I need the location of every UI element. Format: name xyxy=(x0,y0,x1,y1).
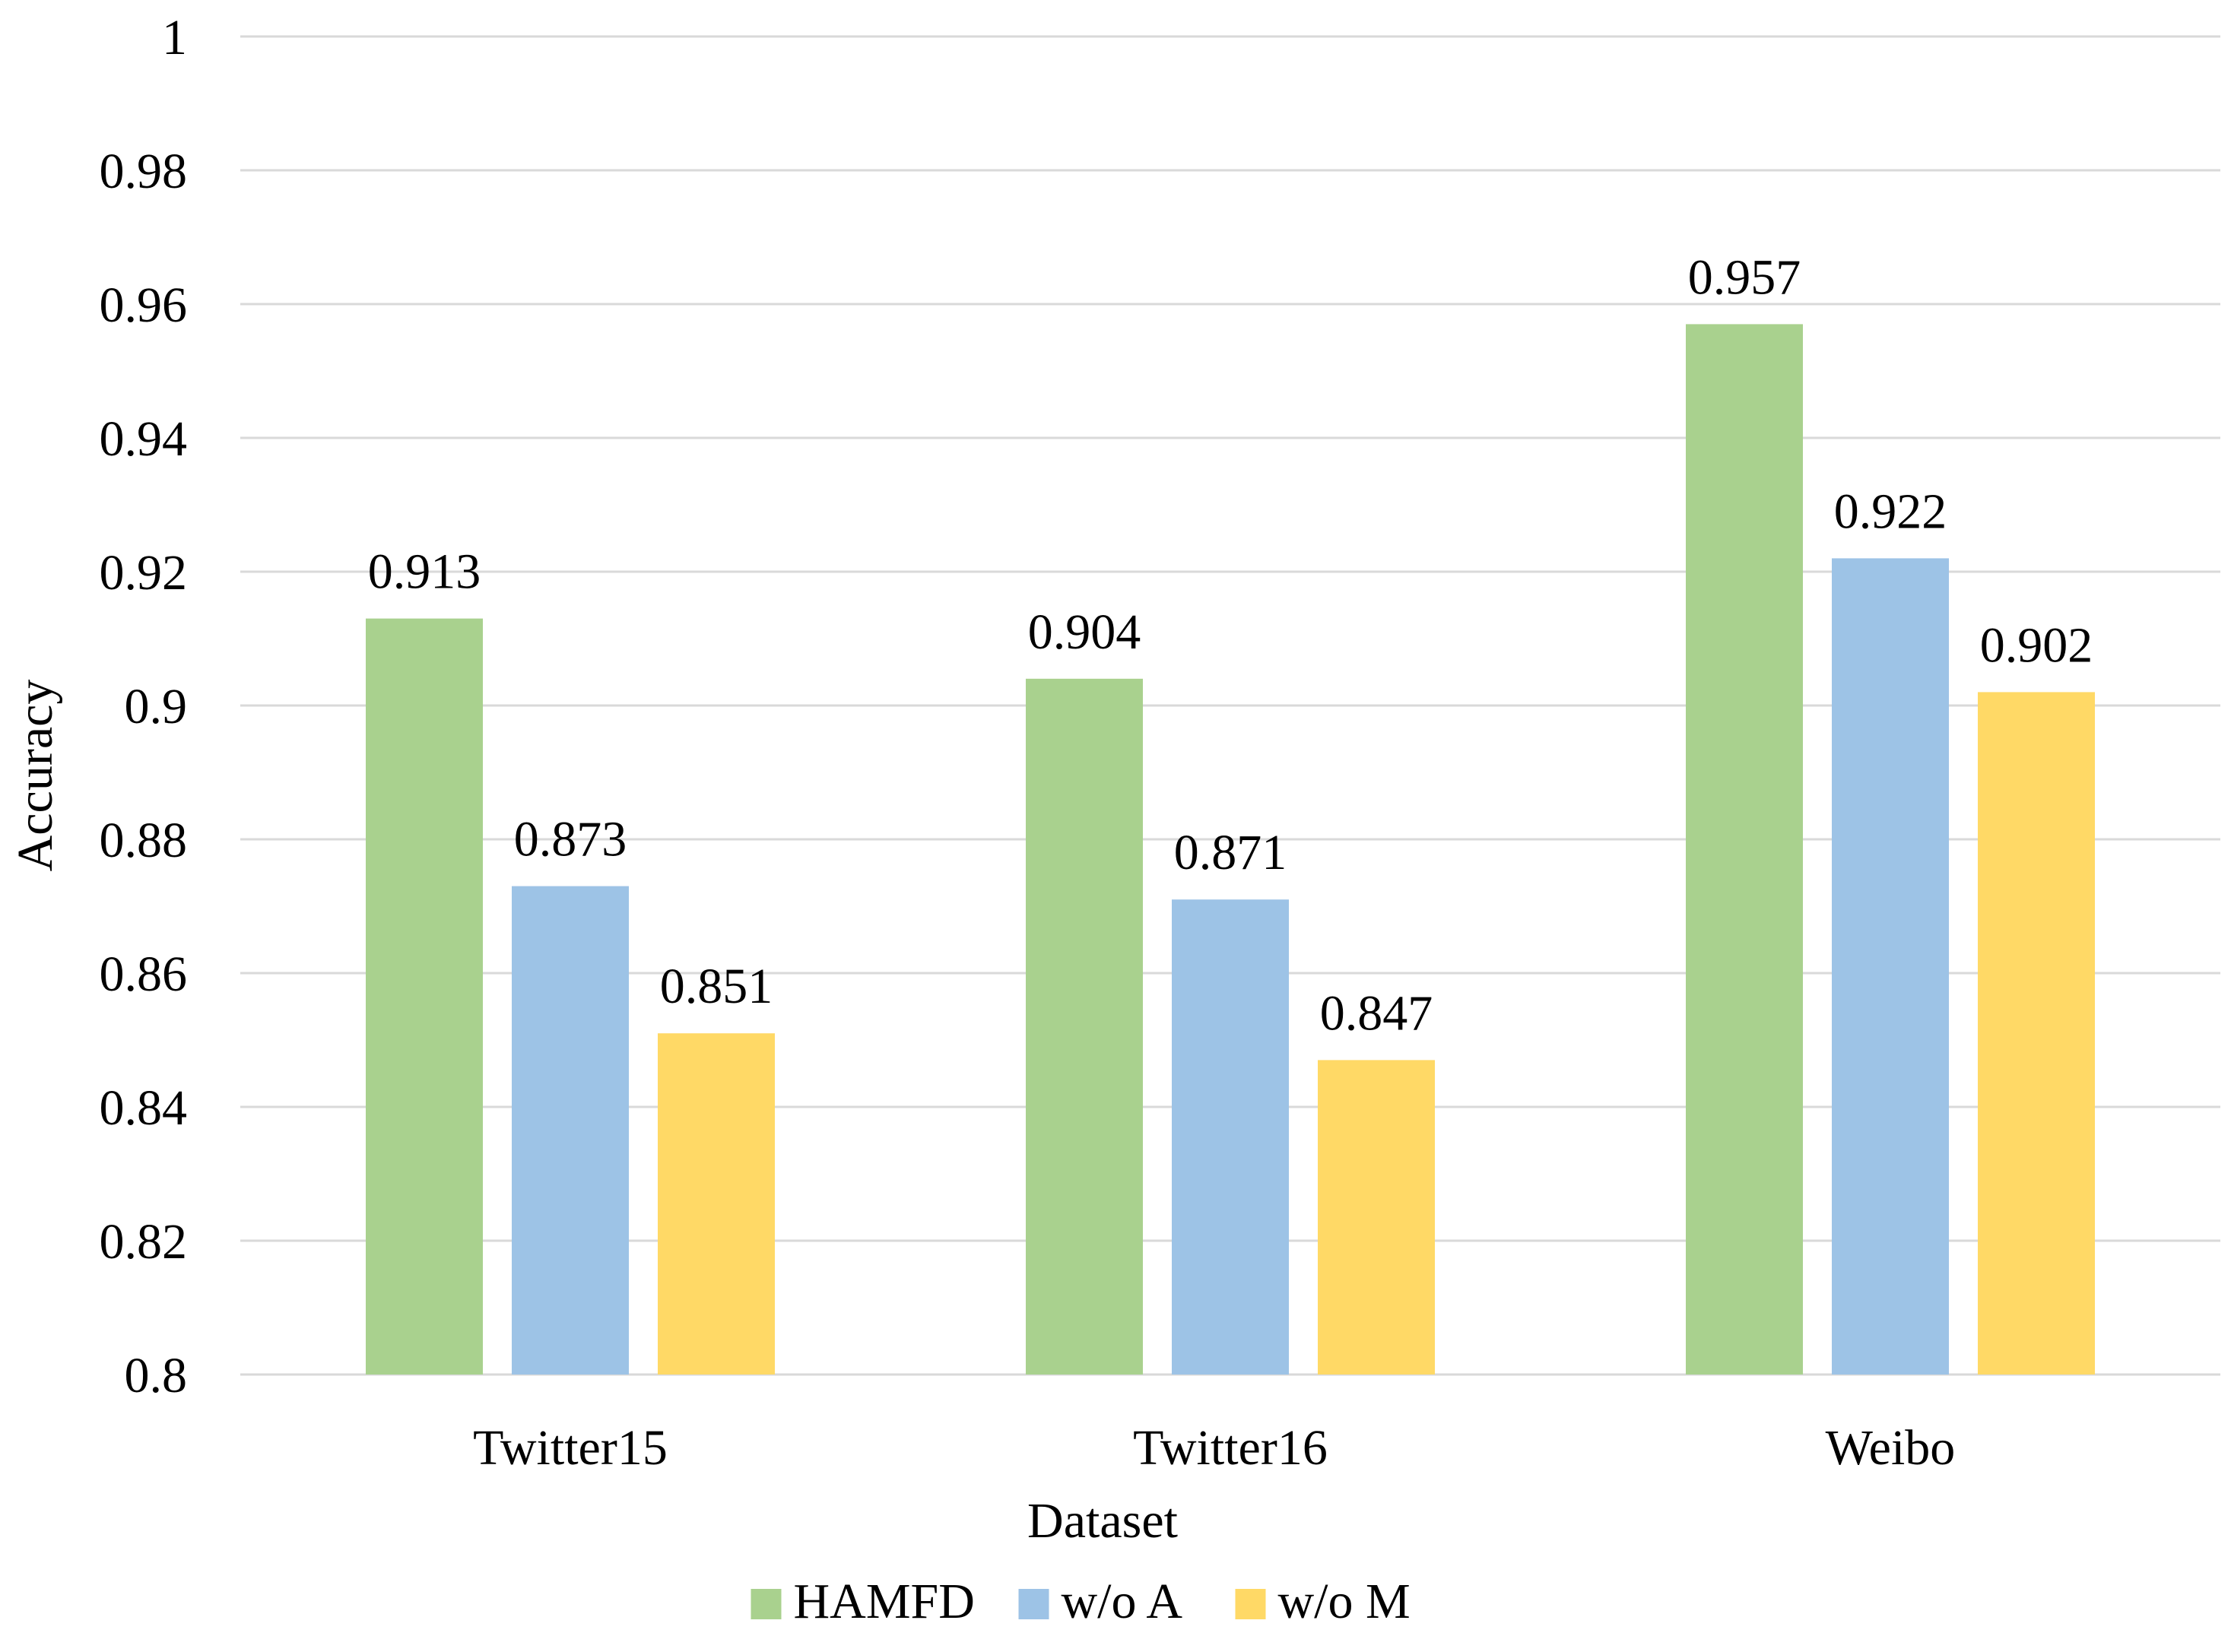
x-axis-categories: Twitter15 Twitter16 Weibo xyxy=(473,1420,1955,1476)
y-tick-label: 0.88 xyxy=(100,813,188,868)
bar xyxy=(366,618,483,1375)
x-category-label: Twitter16 xyxy=(1133,1420,1328,1476)
data-label: 0.904 xyxy=(1028,604,1141,660)
y-tick-label: 0.92 xyxy=(100,545,188,601)
x-category-label: Weibo xyxy=(1826,1420,1956,1476)
y-tick-label: 0.98 xyxy=(100,144,188,199)
legend-label: HAMFD xyxy=(794,1574,975,1629)
y-tick-label: 0.8 xyxy=(125,1348,188,1403)
legend-swatch xyxy=(751,1589,782,1619)
legend-swatch xyxy=(1235,1589,1266,1619)
y-tick-label: 0.86 xyxy=(100,946,188,1002)
data-label: 0.902 xyxy=(1980,617,2093,673)
data-labels: 0.913 0.873 0.851 0.904 0.871 0.847 0.957 0.922… xyxy=(368,249,2093,1041)
legend-label: w/o A xyxy=(1062,1574,1183,1629)
bar xyxy=(658,1033,775,1375)
legend: HAMFD w/o A w/o M xyxy=(751,1574,1411,1629)
data-label: 0.922 xyxy=(1834,484,1947,539)
legend-swatch xyxy=(1018,1589,1049,1619)
data-label: 0.847 xyxy=(1320,985,1433,1041)
data-label: 0.913 xyxy=(368,544,481,600)
data-label: 0.871 xyxy=(1174,825,1287,880)
bar xyxy=(512,886,629,1375)
bar xyxy=(1978,692,2095,1375)
bar xyxy=(1318,1060,1435,1375)
y-axis-title: Accuracy xyxy=(8,680,63,872)
bar xyxy=(1832,558,1949,1375)
data-label: 0.873 xyxy=(514,812,627,867)
y-tick-label: 1 xyxy=(162,10,187,65)
y-tick-label: 0.96 xyxy=(100,277,188,333)
data-label: 0.851 xyxy=(660,959,773,1014)
bar xyxy=(1026,678,1143,1375)
x-category-label: Twitter15 xyxy=(473,1420,668,1476)
y-tick-label: 0.9 xyxy=(125,679,188,734)
bar xyxy=(1172,899,1289,1375)
bar xyxy=(1686,324,1803,1375)
bars xyxy=(366,324,2095,1375)
data-label: 0.957 xyxy=(1688,249,1801,305)
y-axis-ticks: 0.8 0.82 0.84 0.86 0.88 0.9 0.92 0.94 0.96 0.98 1 xyxy=(100,10,188,1403)
y-tick-label: 0.82 xyxy=(100,1214,188,1270)
x-axis-title: Dataset xyxy=(1027,1493,1178,1549)
y-tick-label: 0.94 xyxy=(100,411,188,467)
legend-label: w/o M xyxy=(1278,1574,1411,1629)
y-tick-label: 0.84 xyxy=(100,1080,188,1136)
